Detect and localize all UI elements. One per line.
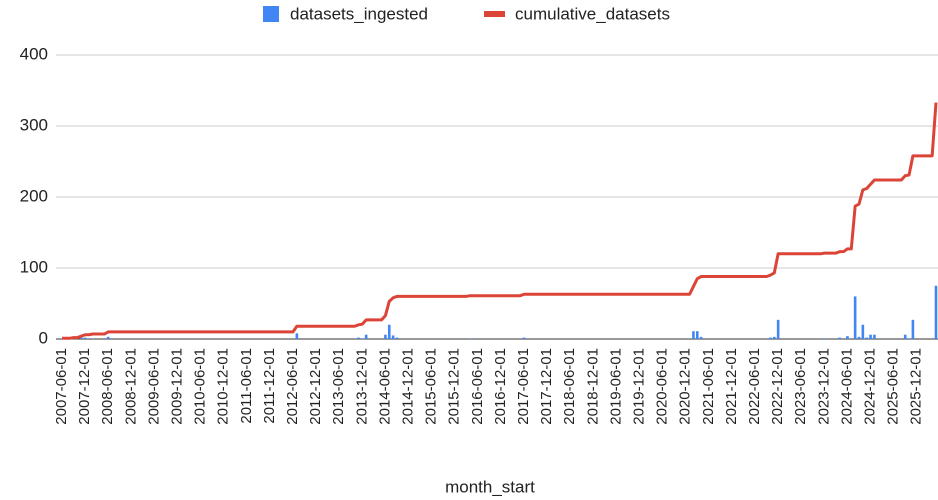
x-axis-title: month_start <box>445 477 535 496</box>
x-tick-label: 2024-12-01 <box>862 348 879 425</box>
x-tick-label: 2020-06-01 <box>654 348 671 425</box>
x-tick-label: 2008-12-01 <box>122 348 139 425</box>
y-tick-label: 400 <box>20 44 48 63</box>
x-tick-label: 2023-12-01 <box>815 348 832 425</box>
bar <box>846 336 849 339</box>
x-tick-label: 2013-06-01 <box>330 348 347 425</box>
y-tick-label: 100 <box>20 257 48 276</box>
x-tick-label: 2007-12-01 <box>76 348 93 425</box>
x-tick-label: 2021-12-01 <box>723 348 740 425</box>
x-tick-label: 2010-12-01 <box>215 348 232 425</box>
x-tick-label: 2014-06-01 <box>376 348 393 425</box>
bar <box>83 337 87 339</box>
x-tick-label: 2022-12-01 <box>769 348 786 425</box>
bar <box>391 335 395 339</box>
legend-swatch <box>484 11 505 17</box>
bar <box>869 334 872 339</box>
x-tick-label: 2008-06-01 <box>99 348 116 425</box>
bar <box>395 337 399 339</box>
bar <box>468 338 472 339</box>
legend-label: cumulative_datasets <box>515 4 670 23</box>
bar <box>861 324 865 339</box>
bar <box>776 319 780 339</box>
bar <box>692 331 695 339</box>
x-tick-label: 2011-06-01 <box>238 348 255 424</box>
x-tick-label: 2016-12-01 <box>492 348 509 425</box>
bar <box>853 296 857 339</box>
bar <box>522 337 526 339</box>
x-tick-label: 2016-06-01 <box>469 348 486 425</box>
y-tick-label: 300 <box>20 115 48 134</box>
bar <box>695 331 699 339</box>
x-tick-label: 2007-06-01 <box>53 348 70 425</box>
bar <box>699 336 703 339</box>
x-tick-label: 2011-12-01 <box>261 348 278 424</box>
x-tick-label: 2017-06-01 <box>515 348 532 425</box>
bar <box>857 336 861 339</box>
bar <box>106 336 110 339</box>
bar <box>903 334 907 339</box>
bar <box>934 285 938 339</box>
x-tick-label: 2018-06-01 <box>561 348 578 425</box>
bar <box>769 337 772 339</box>
bar <box>79 337 83 339</box>
bar <box>823 338 826 339</box>
bar <box>295 333 299 339</box>
x-tick-label: 2012-12-01 <box>307 348 324 425</box>
bar <box>384 334 387 339</box>
x-tick-label: 2023-06-01 <box>792 348 809 425</box>
x-tick-label: 2010-06-01 <box>192 348 209 425</box>
bar <box>357 337 360 339</box>
bar <box>364 334 368 339</box>
legend-label: datasets_ingested <box>290 4 428 23</box>
x-tick-label: 2020-12-01 <box>677 348 694 425</box>
x-tick-label: 2021-06-01 <box>700 348 717 425</box>
x-tick-label: 2012-06-01 <box>284 348 301 425</box>
bar <box>873 334 876 339</box>
bar <box>361 338 364 339</box>
bar <box>772 336 776 339</box>
x-tick-label: 2013-12-01 <box>353 348 370 425</box>
bar <box>838 337 842 339</box>
bar <box>865 337 868 339</box>
x-tick-label: 2022-06-01 <box>746 348 763 425</box>
x-tick-label: 2019-06-01 <box>607 348 624 425</box>
y-tick-label: 200 <box>20 186 48 205</box>
x-tick-label: 2009-12-01 <box>168 348 185 425</box>
x-tick-label: 2015-12-01 <box>446 348 463 425</box>
x-tick-label: 2014-12-01 <box>399 348 416 425</box>
x-tick-label: 2025-12-01 <box>908 348 925 425</box>
x-tick-label: 2015-06-01 <box>423 348 440 425</box>
x-tick-label: 2017-12-01 <box>538 348 555 425</box>
y-tick-label: 0 <box>39 328 48 347</box>
legend-swatch <box>263 6 279 22</box>
x-tick-label: 2025-06-01 <box>885 348 902 425</box>
x-tick-label: 2018-12-01 <box>584 348 601 425</box>
x-tick-label: 2009-06-01 <box>145 348 162 425</box>
line <box>62 102 938 340</box>
bar <box>91 338 95 339</box>
x-tick-label: 2024-06-01 <box>838 348 855 425</box>
bar <box>911 319 915 339</box>
x-tick-label: 2019-12-01 <box>631 348 648 425</box>
bar <box>907 338 911 339</box>
bar <box>387 324 391 339</box>
